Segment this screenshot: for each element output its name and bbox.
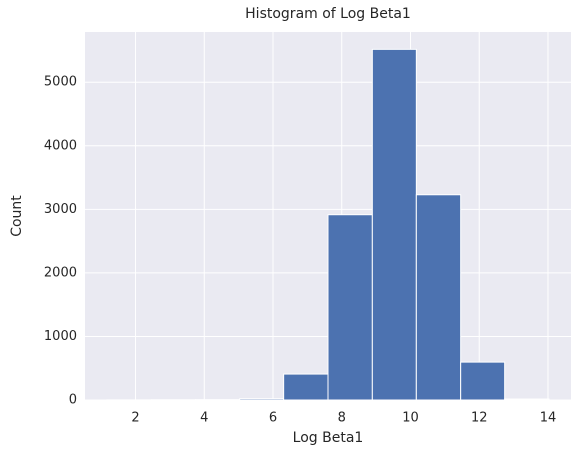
y-tick-label: 3000	[44, 202, 77, 217]
y-tick-label: 1000	[44, 329, 77, 344]
x-axis-label: Log Beta1	[293, 430, 364, 446]
bar	[239, 398, 285, 401]
bar	[283, 373, 329, 401]
y-tick-label: 4000	[44, 138, 77, 153]
bar	[504, 398, 550, 401]
x-tick-label: 6	[269, 411, 277, 426]
bar	[371, 48, 417, 401]
x-tick-label: 10	[402, 411, 419, 426]
x-tick-label: 8	[338, 411, 346, 426]
y-tick-label: 0	[69, 393, 77, 408]
bar	[460, 361, 506, 401]
y-axis-label: Count	[9, 195, 25, 237]
x-tick-label: 4	[200, 411, 208, 426]
bar	[415, 194, 462, 401]
chart-title: Histogram of Log Beta1	[245, 6, 411, 22]
y-tick-label: 2000	[44, 265, 77, 280]
x-tick-label: 2	[131, 411, 139, 426]
y-tick-label: 5000	[44, 75, 77, 90]
x-tick-label: 12	[471, 411, 488, 426]
bar	[327, 214, 373, 401]
x-tick-label: 14	[540, 411, 557, 426]
